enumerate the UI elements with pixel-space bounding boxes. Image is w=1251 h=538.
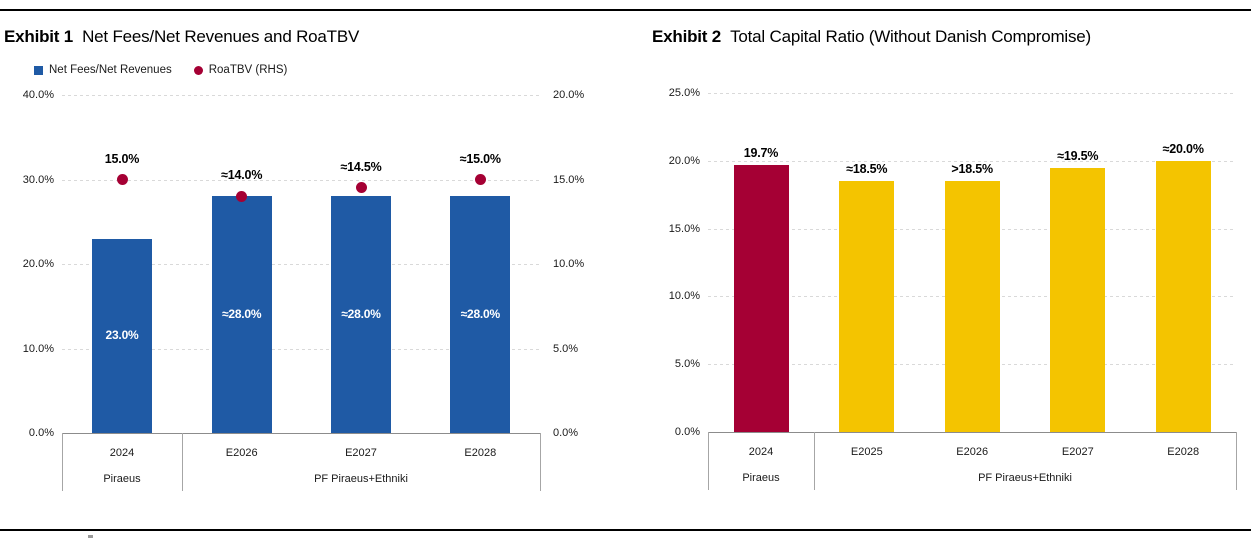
y-axis-tick-label: 15.0% xyxy=(668,222,700,235)
secondary-y-axis-tick-label: 20.0% xyxy=(553,89,585,101)
y-axis-tick-label: 30.0% xyxy=(22,173,54,186)
secondary-y-axis-tick-label: 0.0% xyxy=(553,427,579,439)
category-label: E2027 xyxy=(345,447,377,459)
legend-item-net-fees: Net Fees/Net Revenues xyxy=(34,64,172,76)
category-label: E2025 xyxy=(850,446,883,458)
category-label: E2028 xyxy=(1167,446,1200,458)
dot-value-label: ≈15.0% xyxy=(459,151,501,166)
bar xyxy=(92,238,152,433)
category-label: 2024 xyxy=(109,447,135,459)
bar-series-swatch-icon xyxy=(34,65,43,75)
bar-value-label: ≈28.0% xyxy=(221,306,262,321)
secondary-y-axis-tick-label: 15.0% xyxy=(553,173,585,186)
bar xyxy=(839,181,895,432)
category-group-label: PF Piraeus+Ethniki xyxy=(314,473,408,485)
bar-value-label: ≈28.0% xyxy=(341,306,381,321)
bar-value-label: ≈19.5% xyxy=(1057,148,1099,163)
legend-label: Net Fees/Net Revenues xyxy=(49,64,172,76)
dot-value-label: ≈14.5% xyxy=(340,159,382,174)
gridline xyxy=(62,348,540,350)
x-axis-line xyxy=(62,433,540,434)
data-point-dot xyxy=(116,174,128,185)
category-group-label: PF Piraeus+Ethniki xyxy=(978,472,1072,484)
y-axis-tick-label: 5.0% xyxy=(674,358,700,371)
exhibit-number: Exhibit 1 xyxy=(4,27,74,46)
gridline xyxy=(62,264,540,265)
y-axis-tick-label: 40.0% xyxy=(22,89,54,101)
category-table-border xyxy=(182,433,183,491)
y-axis-tick-label: 20.0% xyxy=(22,258,54,270)
y-axis-tick-label: 0.0% xyxy=(28,427,54,439)
bar-value-label: >18.5% xyxy=(951,162,993,177)
gridline xyxy=(62,179,540,181)
secondary-y-axis-tick-label: 5.0% xyxy=(553,342,579,355)
gridline xyxy=(62,95,540,96)
bar-value-label: ≈28.0% xyxy=(460,306,501,321)
dot-value-label: 15.0% xyxy=(104,151,140,166)
gridline xyxy=(708,160,1236,162)
category-label: E2027 xyxy=(1061,446,1094,458)
legend-item-roatbv: RoaTBV (RHS) xyxy=(193,64,288,76)
bottom-rule xyxy=(0,529,1251,531)
y-axis-tick-label: 25.0% xyxy=(668,87,700,99)
secondary-y-axis-tick-label: 10.0% xyxy=(553,258,585,270)
category-label: 2024 xyxy=(748,446,774,458)
bar xyxy=(1155,160,1211,432)
top-rule xyxy=(0,9,1251,11)
exhibit-number: Exhibit 2 xyxy=(652,27,722,46)
y-axis-tick-label: 0.0% xyxy=(674,426,700,438)
bar-value-label: ≈20.0% xyxy=(1162,141,1204,156)
x-axis-line xyxy=(708,432,1236,433)
data-point-dot xyxy=(474,174,486,185)
category-group-label: Piraeus xyxy=(103,473,141,485)
chart-header: Exhibit 2 Total Capital Ratio (Without Da… xyxy=(652,26,1091,48)
bar xyxy=(331,196,391,433)
category-group-label: Piraeus xyxy=(742,472,780,484)
category-label: E2026 xyxy=(225,447,258,459)
bar xyxy=(944,181,1000,432)
chart-title: Total Capital Ratio (Without Danish Comp… xyxy=(730,27,1092,46)
data-point-dot xyxy=(355,182,367,194)
chart-header: Exhibit 1 Net Fees/Net Revenues and RoaTB… xyxy=(4,26,359,48)
bar-value-label: ≈18.5% xyxy=(846,162,888,177)
clipped-text-fragment xyxy=(88,535,93,538)
bar-value-label: 23.0% xyxy=(105,327,139,342)
y-axis-tick-label: 20.0% xyxy=(668,154,700,167)
chart-panel-exhibit-1: Exhibit 1 Net Fees/Net Revenues and RoaTB… xyxy=(4,26,585,491)
category-table-border xyxy=(1236,432,1237,490)
data-point-dot xyxy=(236,190,248,202)
bar xyxy=(1050,167,1106,432)
category-label: E2026 xyxy=(956,446,989,458)
category-table-border xyxy=(814,432,815,490)
gridline xyxy=(708,93,1236,94)
category-table-border xyxy=(540,433,541,491)
chart-title: Net Fees/Net Revenues and RoaTBV xyxy=(82,27,360,46)
chart-plot-area: 25.0% 20.0% 15.0% 10.0% 5.0% 0.0% 19.7% ≈18.5% >… xyxy=(630,0,1251,538)
legend-label: RoaTBV (RHS) xyxy=(208,64,288,76)
legend: Net Fees/Net Revenues RoaTBV (RHS) xyxy=(34,64,287,76)
bar xyxy=(211,196,272,433)
dot-series-swatch-icon xyxy=(193,65,203,75)
category-label: E2028 xyxy=(464,447,497,459)
category-table-border xyxy=(708,432,709,490)
y-axis-tick-label: 10.0% xyxy=(668,290,700,303)
category-table-border xyxy=(62,433,63,491)
bar xyxy=(450,196,511,433)
bar xyxy=(733,164,789,432)
y-axis-tick-label: 10.0% xyxy=(22,342,54,355)
chart-panel-exhibit-2: Exhibit 2 Total Capital Ratio (Without Da… xyxy=(630,0,1251,538)
bar-value-label: 19.7% xyxy=(743,145,779,160)
dot-value-label: ≈14.0% xyxy=(221,168,263,183)
chart-plot-area: 40.0% 30.0% 20.0% 10.0% 0.0% 20.0% 15.0% 10.0% 5… xyxy=(22,89,585,491)
